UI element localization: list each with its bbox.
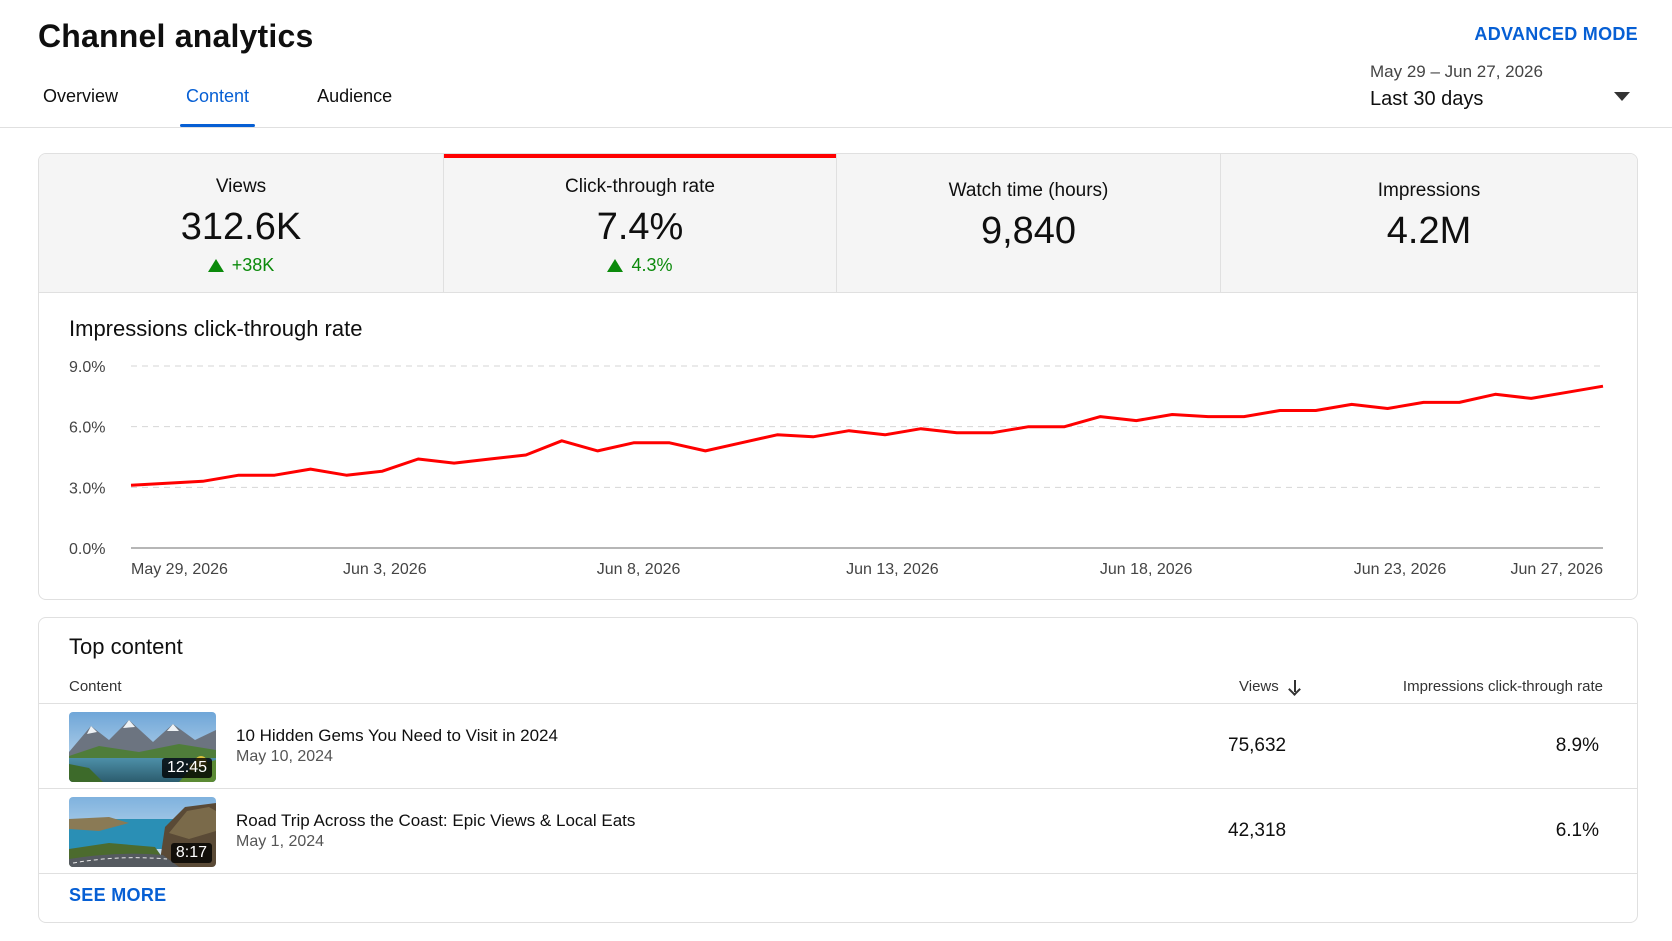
top-content-title: Top content: [69, 634, 183, 659]
tab-audience[interactable]: Audience: [317, 86, 393, 106]
arrow-down-icon: [1289, 679, 1301, 694]
y-tick-label: 6.0%: [69, 420, 105, 437]
metric-card-views[interactable]: Views 312.6K +38K: [39, 154, 444, 292]
table-row[interactable]: 8:17 Road Trip Across the Coast: Epic Vi…: [39, 789, 1637, 874]
date-range-text: May 29 – Jun 27, 2026: [1370, 62, 1543, 81]
see-more-link[interactable]: SEE MORE: [69, 885, 167, 905]
column-header-ctr[interactable]: Impressions click-through rate: [1402, 678, 1603, 695]
y-tick-label: 3.0%: [69, 480, 105, 497]
x-tick-label: Jun 27, 2026: [1510, 561, 1603, 578]
metric-value: 9,840: [980, 210, 1077, 252]
video-title[interactable]: Road Trip Across the Coast: Epic Views &…: [236, 811, 636, 830]
metric-card-impressions[interactable]: Impressions 4.2M: [1221, 154, 1637, 292]
tab-bar: Overview Content Audience: [38, 80, 454, 128]
header-divider: [0, 127, 1672, 128]
video-date: May 10, 2024: [236, 748, 333, 765]
top-content-panel: Top content Content Views Impressions cl…: [38, 617, 1638, 923]
metric-label: Impressions: [1377, 180, 1481, 201]
metric-cards: Views 312.6K +38K Click-through rate 7.4…: [39, 154, 1637, 293]
y-tick-label: 9.0%: [69, 359, 105, 376]
metric-label: Views: [215, 176, 267, 197]
metric-value: 4.2M: [1386, 210, 1472, 252]
analytics-panel: Views 312.6K +38K Click-through rate 7.4…: [38, 153, 1638, 600]
trend-up-icon: [207, 259, 224, 272]
tab-overview[interactable]: Overview: [43, 86, 119, 106]
column-header-content: Content: [69, 678, 122, 695]
x-tick-label: May 29, 2026: [131, 561, 228, 578]
x-tick-label: Jun 8, 2026: [597, 561, 681, 578]
chart-title: Impressions click-through rate: [69, 316, 363, 341]
y-tick-label: 0.0%: [69, 541, 105, 558]
video-thumbnail[interactable]: 12:45: [69, 712, 216, 782]
row-ctr: 6.1%: [1555, 820, 1599, 841]
ctr-series-line: [130, 384, 1604, 487]
row-ctr: 8.9%: [1555, 735, 1599, 756]
caret-down-icon: [1614, 92, 1630, 101]
metric-change-text: +38K: [231, 255, 275, 275]
x-tick-label: Jun 18, 2026: [1100, 561, 1193, 578]
trend-up-icon: [607, 259, 624, 272]
metric-label: Watch time (hours): [948, 180, 1109, 201]
metric-label: Click-through rate: [565, 176, 715, 197]
column-header-views[interactable]: Views: [1239, 678, 1301, 695]
metric-value: 312.6K: [180, 206, 302, 248]
row-views: 42,318: [1228, 820, 1287, 841]
table-row[interactable]: 12:45 10 Hidden Gems You Need to Visit i…: [39, 704, 1637, 789]
table-header: Content Views Impressions click-through …: [39, 668, 1637, 704]
x-tick-label: Jun 3, 2026: [343, 561, 427, 578]
metric-change: 4.3%: [444, 255, 836, 276]
metric-change-text: 4.3%: [631, 255, 673, 275]
metric-change: +38K: [39, 255, 443, 276]
metric-card-watch-time[interactable]: Watch time (hours) 9,840: [837, 154, 1221, 292]
video-date: May 1, 2024: [236, 833, 325, 850]
x-tick-label: Jun 13, 2026: [846, 561, 939, 578]
page-title: Channel analytics: [38, 18, 314, 54]
video-title[interactable]: 10 Hidden Gems You Need to Visit in 2024: [236, 726, 558, 745]
advanced-mode-button[interactable]: ADVANCED MODE: [1474, 24, 1638, 44]
video-duration: 8:17: [170, 843, 212, 863]
ctr-line-chart: 9.0% 6.0% 3.0% 0.0% May 29, 2026 Jun 3, 2026 J…: [69, 359, 1604, 578]
metric-value: 7.4%: [596, 206, 684, 248]
video-duration: 12:45: [161, 758, 212, 778]
x-tick-label: Jun 23, 2026: [1354, 561, 1447, 578]
row-views: 75,632: [1228, 735, 1287, 756]
column-header-views-label: Views: [1239, 678, 1279, 695]
tab-content[interactable]: Content: [180, 80, 256, 128]
date-range-picker[interactable]: May 29 – Jun 27, 2026 Last 30 days: [1370, 62, 1640, 118]
date-preset-text: Last 30 days: [1370, 88, 1484, 110]
video-thumbnail[interactable]: 8:17: [69, 797, 216, 867]
metric-card-click-through-rate[interactable]: Click-through rate 7.4% 4.3%: [444, 154, 837, 292]
